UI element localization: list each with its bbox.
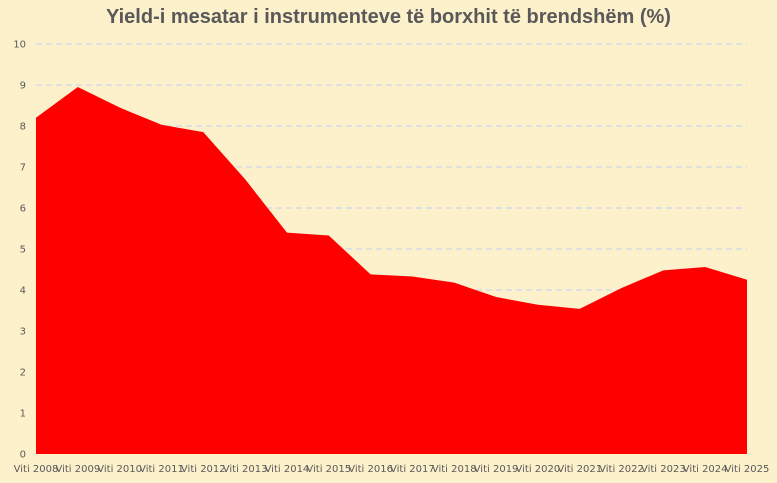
y-tick-label: 10	[13, 40, 26, 51]
y-tick-label: 9	[20, 81, 26, 92]
y-tick-label: 4	[20, 286, 26, 297]
area-fill	[36, 87, 747, 455]
x-tick-label: Viti 2022	[599, 464, 644, 475]
y-tick-label: 7	[20, 163, 26, 174]
x-tick-label: Viti 2012	[181, 464, 226, 475]
y-tick-label: 0	[20, 450, 26, 461]
x-tick-label: Viti 2008	[14, 464, 59, 475]
x-tick-label: Viti 2023	[641, 464, 686, 475]
x-tick-label: Viti 2011	[139, 464, 184, 475]
x-tick-label: Viti 2021	[557, 464, 602, 475]
x-tick-label: Viti 2017	[390, 464, 435, 475]
y-tick-label: 8	[20, 122, 26, 133]
y-tick-label: 3	[20, 327, 26, 338]
x-tick-label: Viti 2024	[683, 464, 728, 475]
area-series	[36, 87, 747, 455]
x-tick-label: Viti 2015	[306, 464, 351, 475]
y-tick-label: 5	[20, 245, 26, 256]
x-tick-label: Viti 2019	[474, 464, 519, 475]
x-tick-label: Viti 2014	[265, 464, 310, 475]
x-tick-label: Viti 2020	[516, 464, 561, 475]
y-tick-label: 1	[20, 409, 26, 420]
chart-title: Yield-i mesatar i instrumenteve të borxh…	[106, 6, 671, 28]
x-tick-label: Viti 2009	[55, 464, 100, 475]
x-tick-label: Viti 2018	[432, 464, 477, 475]
x-tick-label: Viti 2010	[97, 464, 142, 475]
y-tick-label: 6	[20, 204, 26, 215]
x-tick-label: Viti 2016	[348, 464, 393, 475]
x-tick-label: Viti 2025	[725, 464, 770, 475]
x-tick-label: Viti 2013	[223, 464, 268, 475]
y-tick-label: 2	[20, 368, 26, 379]
